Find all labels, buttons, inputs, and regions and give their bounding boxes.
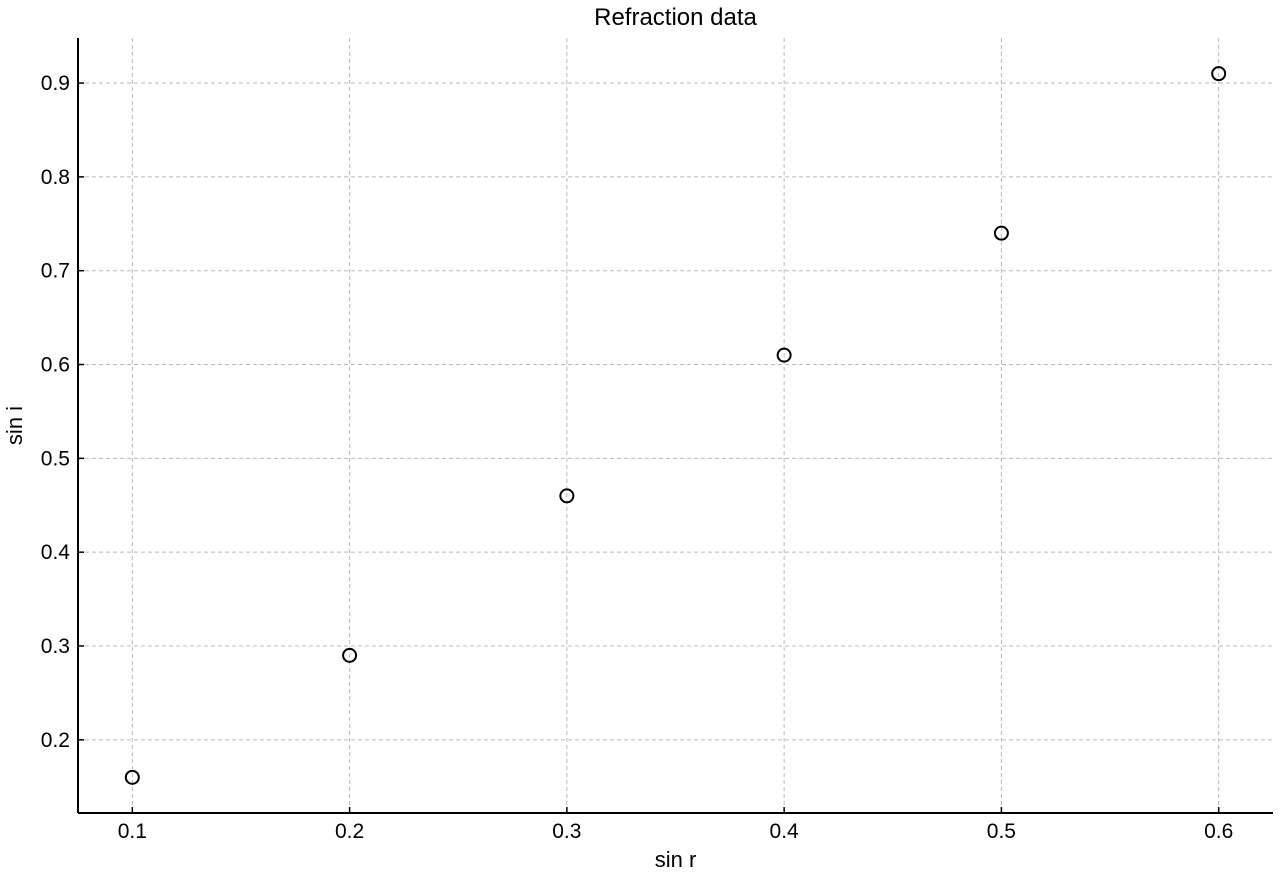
data-point	[1211, 66, 1227, 82]
y-tick-labels: 0.2 0.3 0.4 0.5 0.6 0.7 0.8 0.9	[41, 72, 71, 752]
x-tick-label: 0.1	[118, 820, 147, 843]
x-tick-label: 0.4	[770, 820, 800, 843]
data-point	[559, 488, 575, 504]
x-axis-label: sin r	[655, 847, 697, 872]
data-point	[993, 225, 1009, 241]
y-tick-label: 0.4	[41, 541, 71, 564]
x-tick-labels: 0.1 0.2 0.3 0.4 0.5 0.6	[118, 820, 1234, 843]
y-tick-label: 0.6	[41, 354, 70, 377]
x-tick-label: 0.6	[1204, 820, 1233, 843]
data-point	[776, 347, 792, 363]
grid-lines	[78, 38, 1273, 813]
data-point	[342, 647, 358, 663]
y-tick-label: 0.9	[41, 72, 70, 95]
x-tick-label: 0.3	[552, 820, 581, 843]
chart-title: Refraction data	[594, 4, 757, 31]
y-tick-label: 0.2	[41, 729, 70, 752]
y-tick-label: 0.5	[41, 447, 70, 470]
tick-marks	[78, 82, 1220, 813]
x-tick-label: 0.2	[335, 820, 364, 843]
axes	[77, 38, 1273, 814]
y-tick-label: 0.8	[41, 166, 70, 189]
y-axis-label: sin i	[2, 406, 27, 445]
data-points	[124, 66, 1227, 785]
y-tick-label: 0.3	[41, 635, 70, 658]
y-tick-label: 0.7	[41, 260, 70, 283]
x-tick-label: 0.5	[987, 820, 1016, 843]
data-point	[124, 769, 140, 785]
